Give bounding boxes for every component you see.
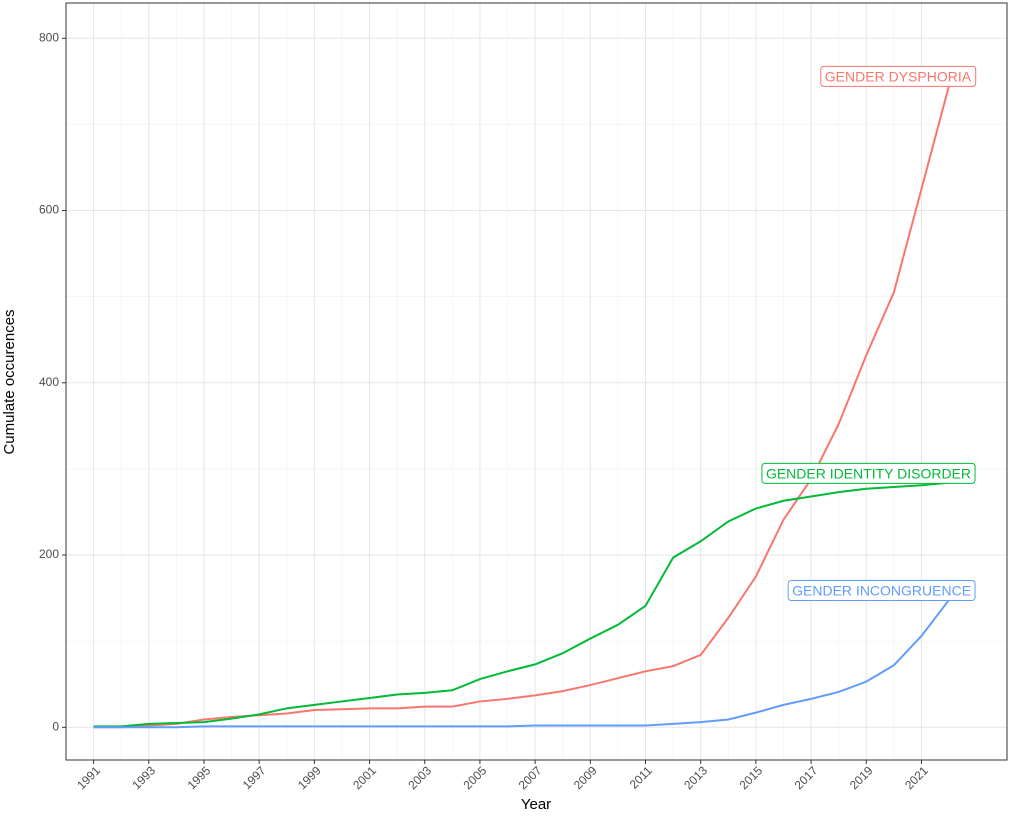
x-tick-label: 1993 [129,763,158,792]
series-label: GENDER DYSPHORIA [825,68,972,84]
x-tick-label: 2009 [571,763,600,792]
y-axis-title: Cumulate occurences [1,309,18,454]
x-tick-label: 2013 [681,763,710,792]
x-tick-label: 2017 [792,763,821,792]
x-tick-label: 2021 [902,763,931,792]
x-tick-label: 2005 [461,763,490,792]
x-tick-label: 2007 [516,763,545,792]
x-tick-label: 2019 [847,763,876,792]
series-line [93,481,950,728]
x-tick-label: 2001 [350,763,379,792]
y-tick-label: 400 [39,375,59,389]
x-tick-label: 1995 [185,763,214,792]
series-line [93,85,951,729]
series-label-box [787,580,976,602]
x-axis-title: Year [521,796,551,813]
y-tick-label: 0 [52,719,59,733]
x-tick-label: 2015 [736,763,765,792]
series-line [93,599,950,729]
x-tick-label: 2003 [405,763,434,792]
x-tick-label: 1999 [295,763,324,792]
x-tick-label: 1991 [74,763,103,792]
series-label: GENDER INCONGRUENCE [792,583,971,599]
x-tick-label: 1997 [240,763,269,792]
y-tick-label: 800 [39,30,59,44]
series-label-box [820,65,977,87]
series-label-box [761,462,976,484]
panel-border [65,2,1008,761]
x-tick-label: 2011 [627,763,655,791]
y-tick-label: 600 [39,203,59,217]
y-tick-label: 200 [39,547,59,561]
series-label: GENDER IDENTITY DISORDER [766,465,971,481]
